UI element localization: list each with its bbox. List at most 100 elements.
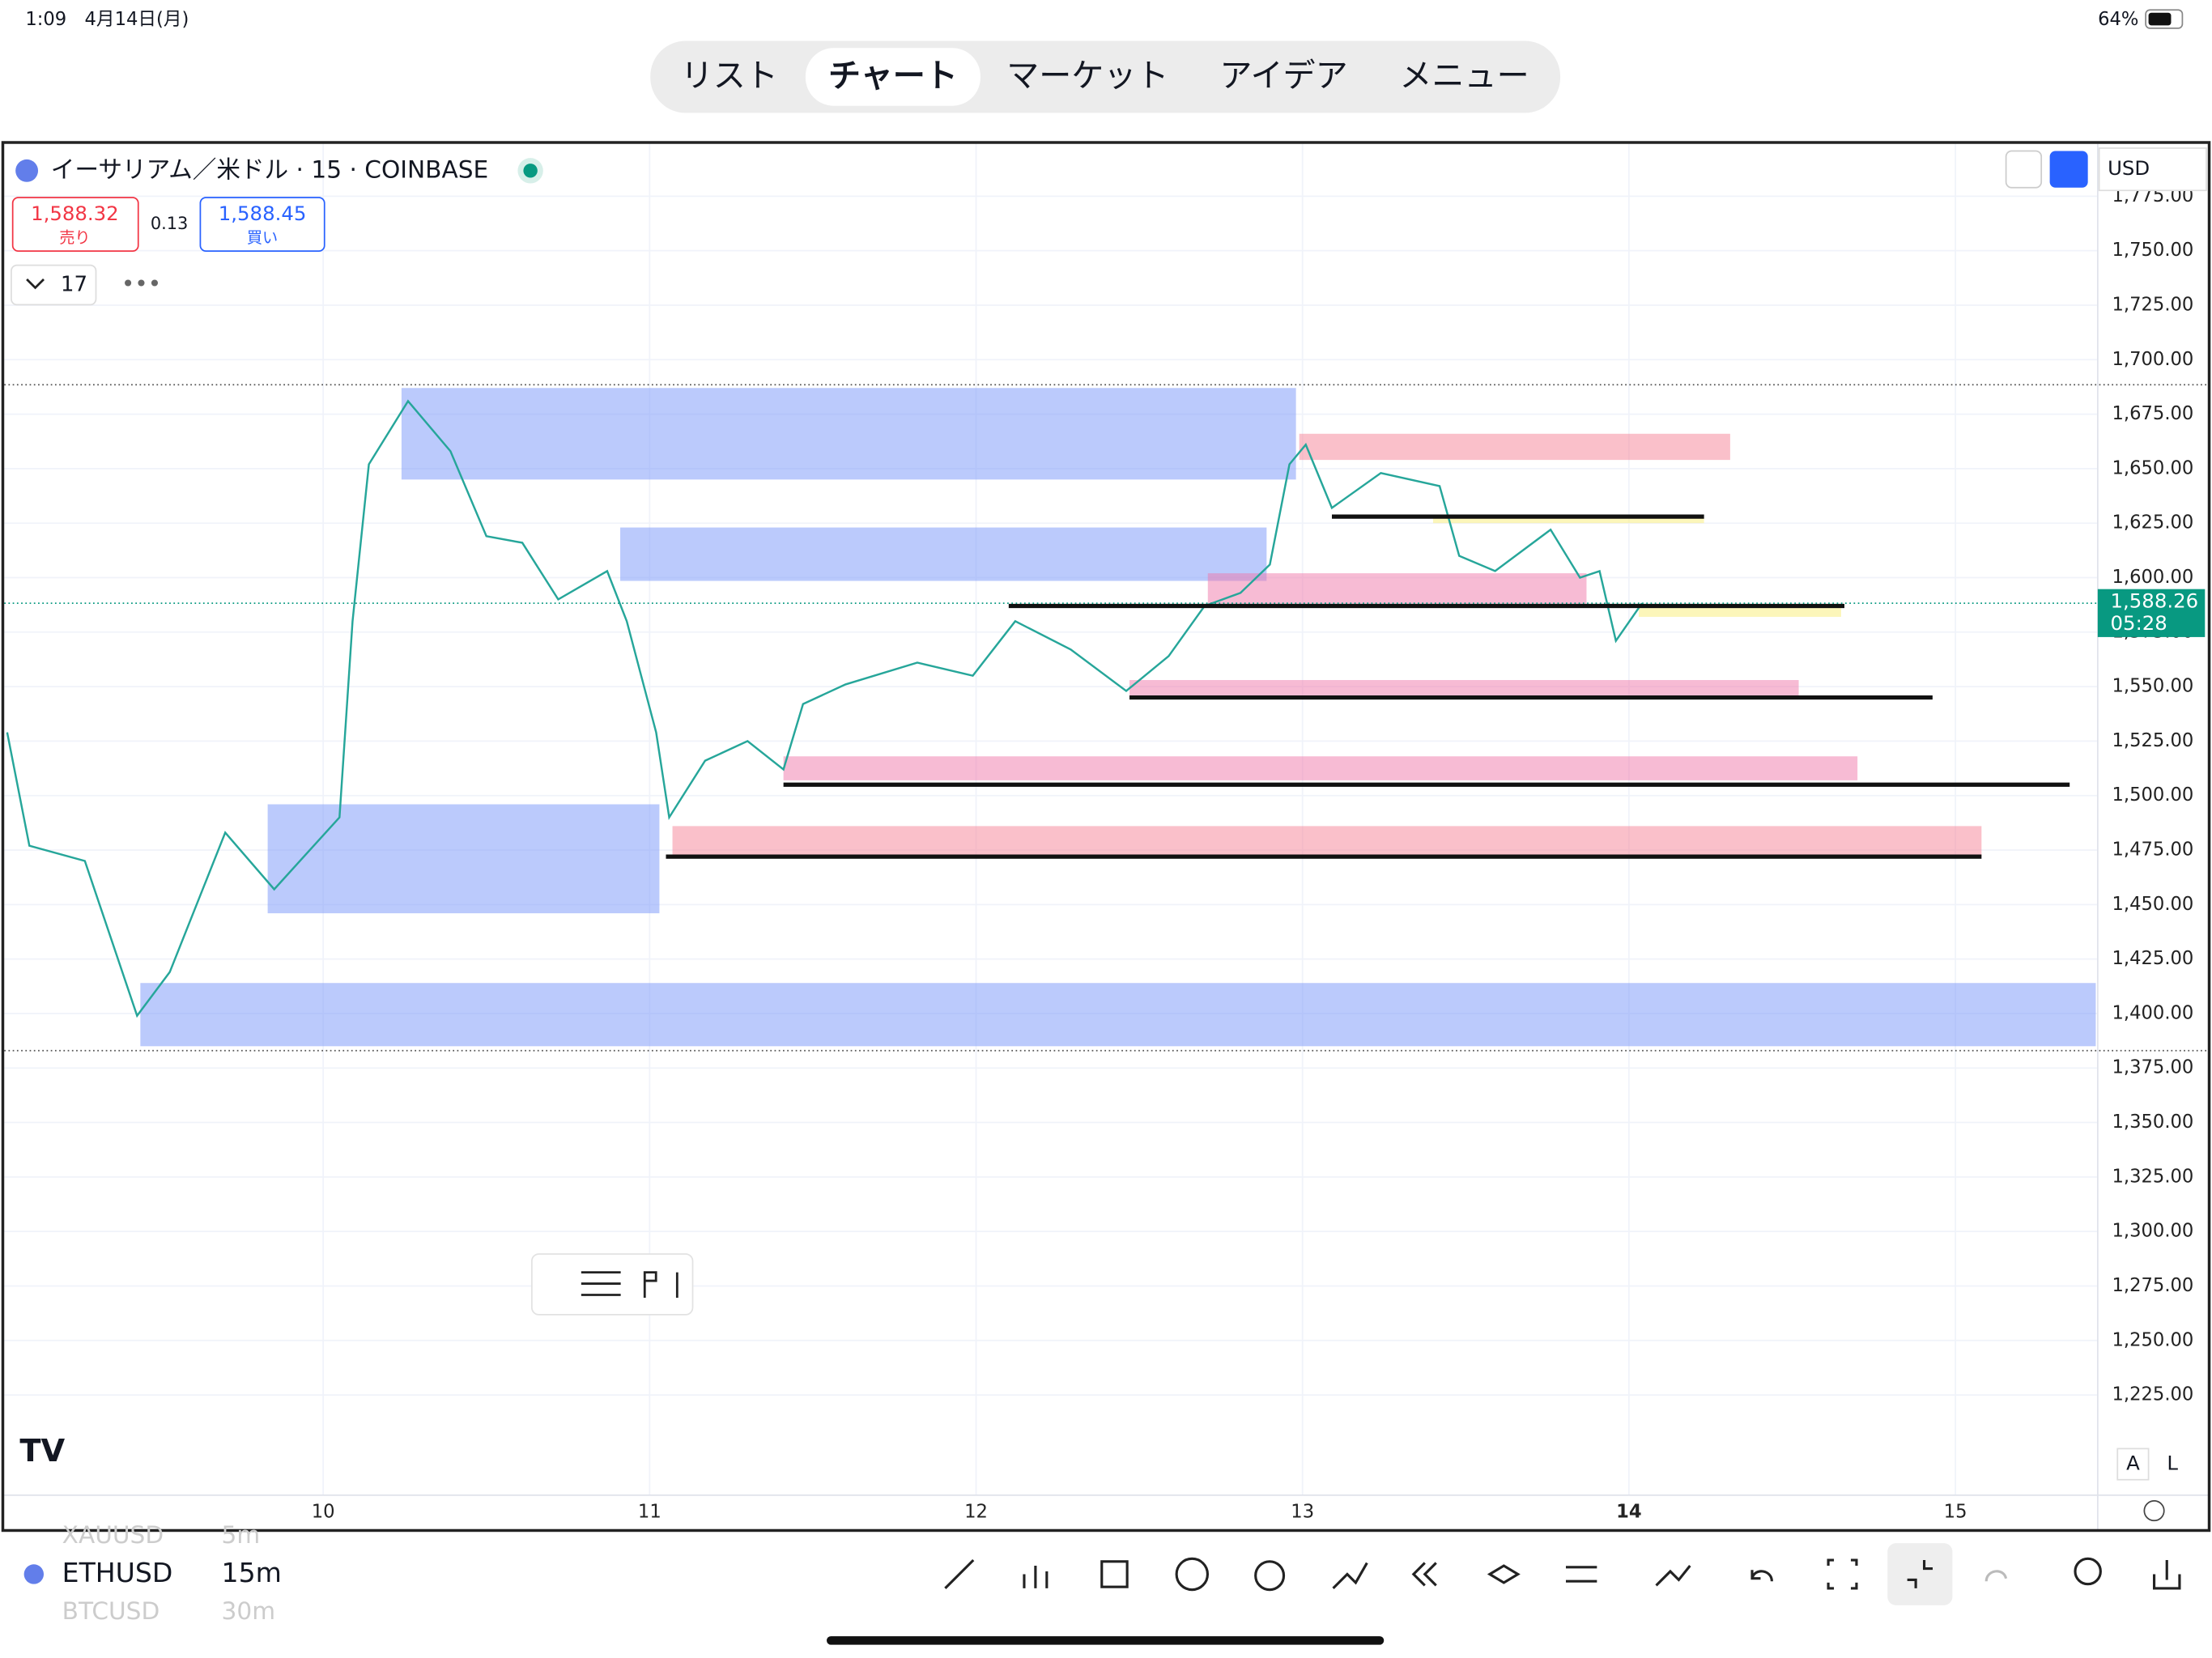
settings-gear[interactable] [2143,1500,2165,1522]
battery-icon [2145,9,2184,29]
last-price-label: 1,588.26 [2111,589,2199,612]
y-tick-label: 1,350.00 [2112,1112,2194,1133]
ask[interactable]: 1,588.45 [219,202,307,225]
interval[interactable]: 15m [222,1557,282,1588]
status-date: 4月14日(月) [85,9,189,30]
sell-button[interactable] [11,197,139,253]
zone [783,756,1858,780]
y-tick-label: 1,550.00 [2112,676,2194,697]
eth-icon [23,1564,45,1584]
fullscreen[interactable] [1827,1558,1858,1590]
auto-scale-label[interactable]: A [2126,1452,2140,1475]
templates-tool[interactable] [1100,1560,1129,1588]
tab[interactable]: アイデア [1219,57,1347,95]
battery: 64% [2098,9,2138,30]
x-tick-label: 15 [1944,1501,1967,1522]
y-tick-label: 1,750.00 [2112,240,2194,261]
x-tick-label: 13 [1291,1501,1314,1522]
last-price-box [2097,589,2206,637]
y-tick-label: 1,525.00 [2112,730,2194,751]
zoom-tool[interactable] [2074,1557,2102,1586]
buy-button[interactable] [199,197,325,253]
next-symbol[interactable]: BTCUSD [62,1597,160,1625]
replay-tool[interactable] [1411,1562,1437,1587]
exit-fullscreen[interactable] [1907,1560,1933,1588]
x-tick-label: 10 [312,1501,335,1522]
indicators-toggle[interactable] [11,264,97,306]
y-tick-label: 1,375.00 [2112,1057,2194,1078]
x-tick-label: 11 [638,1501,661,1522]
ask-label[interactable]: 買い [247,228,278,247]
alert-tool[interactable] [1254,1560,1286,1592]
draw-tool[interactable] [944,1558,975,1590]
zone [1299,433,1730,461]
active-tab [805,48,981,106]
y-tick-label: 1,600.00 [2112,567,2194,588]
zone [1129,680,1799,698]
settings-tool[interactable] [1566,1566,1597,1583]
countdown: 05:28 [2111,611,2167,635]
tv-logo: TV [19,1433,65,1469]
layers-tool[interactable] [1487,1564,1521,1584]
symbol-title: イーサリアム／米ドル · 15 · COINBASE [51,155,489,183]
zone [1638,606,1841,617]
prev-interval[interactable]: 5m [222,1521,261,1549]
settings-icon[interactable] [581,1271,621,1296]
share[interactable] [2152,1560,2181,1590]
home-indicator [827,1636,1385,1645]
download-button[interactable] [2005,150,2043,189]
bottom-toolbar [944,1543,2181,1605]
tab[interactable]: マーケット [1006,57,1168,95]
currency-select[interactable] [2098,147,2207,192]
tab[interactable]: リスト [681,57,778,95]
flag-icon[interactable] [643,1271,678,1298]
trend-tool[interactable] [1332,1562,1368,1590]
next-interval[interactable]: 30m [222,1597,276,1625]
chevron [26,278,45,290]
y-tick-label: 1,250.00 [2112,1329,2194,1350]
prev-symbol[interactable]: XAUUSD [62,1521,164,1549]
y-tick-label: 1,625.00 [2112,512,2194,534]
more-dots[interactable]: ••• [121,270,161,297]
zone [620,527,1267,581]
zone [1207,573,1587,604]
y-tick-label: 1,400.00 [2112,1002,2194,1023]
compare-tool[interactable] [1655,1565,1691,1587]
battery-level [2148,12,2172,26]
zone [672,826,1982,857]
zone [140,983,2096,1047]
tab[interactable]: メニュー [1399,57,1529,95]
y-tick-label: 1,425.00 [2112,948,2194,969]
y-tick-label: 1,275.00 [2112,1275,2194,1296]
zone [267,804,660,914]
auto-scale[interactable] [2116,1448,2150,1481]
add-tool[interactable] [1175,1557,1210,1592]
price-line [6,399,1644,1018]
y-tick-label: 1,700.00 [2112,349,2194,370]
indicators-tool[interactable] [1023,1566,1049,1588]
zone [401,388,1296,480]
redo[interactable] [1984,1570,2008,1582]
log-scale-label[interactable]: L [2167,1452,2178,1475]
bid-label[interactable]: 売り [59,228,90,247]
market-status-dot [523,164,538,178]
y-tick-label: 1,475.00 [2112,840,2194,861]
undo[interactable] [1750,1570,1773,1582]
y-tick-label: 1,300.00 [2112,1221,2194,1242]
sync-button[interactable] [2049,151,2088,188]
zone [1432,517,1704,524]
x-tick-label: 14 [1616,1501,1642,1522]
indicator-count[interactable]: 17 [61,272,87,296]
y-tick-label: 1,725.00 [2112,294,2194,315]
chart-frame [1,141,2211,1533]
status-time: 1:09 [25,9,66,30]
y-tick-label: 1,500.00 [2112,784,2194,806]
x-tick-label: 12 [964,1501,988,1522]
tab[interactable]: チャート [828,57,958,95]
currency[interactable]: USD [2108,156,2150,180]
bid[interactable]: 1,588.32 [31,202,119,225]
y-tick-label: 1,650.00 [2112,457,2194,478]
symbol[interactable]: ETHUSD [62,1557,173,1588]
